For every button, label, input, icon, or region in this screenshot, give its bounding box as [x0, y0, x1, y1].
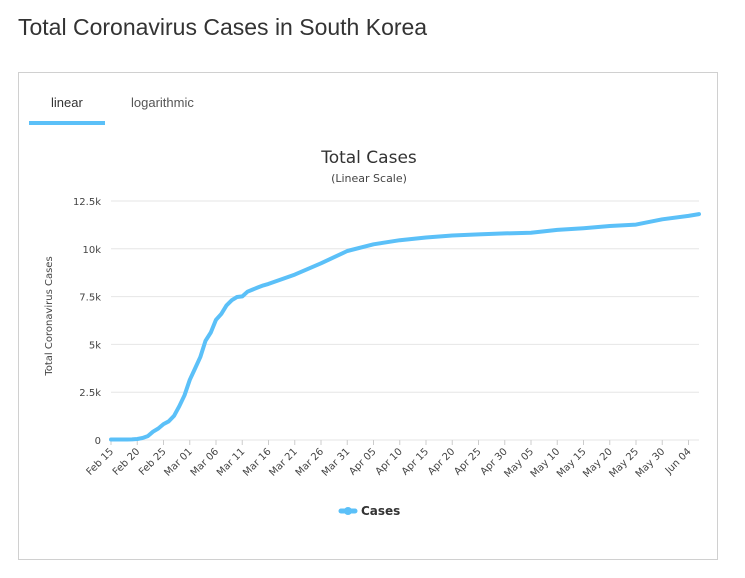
x-tick-label: Apr 25	[452, 446, 483, 477]
chart-svg: Total Cases (Linear Scale) Total Coronav…	[44, 148, 701, 518]
grid-layer	[111, 200, 699, 441]
x-tick-label: Mar 01	[162, 446, 194, 478]
y-tick-label: 12.5k	[73, 197, 101, 208]
x-tick-label: Feb 20	[111, 446, 143, 478]
x-tick-label: Apr 15	[400, 446, 431, 477]
x-tick-label: Apr 05	[347, 446, 378, 477]
x-tick-label: May 30	[634, 446, 668, 480]
x-tick-label: Mar 26	[294, 446, 326, 478]
x-tick-label: Jun 04	[663, 446, 694, 477]
x-tick-label: Feb 15	[85, 446, 117, 478]
x-tick-label: Mar 11	[215, 446, 247, 478]
chart-title: Total Cases	[320, 148, 417, 168]
series-layer	[109, 212, 701, 442]
series-line-cases	[109, 212, 701, 442]
y-tick-label: 0	[95, 436, 101, 447]
active-tab-indicator	[29, 121, 105, 125]
y-axis-label: Total Coronavirus Cases	[44, 256, 55, 376]
x-tick-label: Mar 31	[320, 446, 352, 478]
page-title: Total Coronavirus Cases in South Korea	[18, 14, 428, 40]
y-tick-label: 10k	[82, 245, 101, 256]
legend[interactable]: Cases	[338, 504, 400, 518]
y-tick-label: 5k	[89, 340, 101, 351]
x-tick-label: Apr 10	[374, 446, 405, 477]
x-tick-label: Mar 21	[267, 446, 299, 478]
tab-logarithmic[interactable]: logarithmic	[131, 95, 194, 110]
x-tick-label: Mar 06	[189, 446, 221, 478]
legend-swatch-marker	[344, 507, 352, 515]
x-tick-label: Apr 20	[426, 446, 457, 477]
chart-subtitle: (Linear Scale)	[331, 172, 407, 185]
y-tick-label: 7.5k	[79, 293, 101, 304]
x-tick-label: Mar 16	[241, 446, 273, 478]
legend-label-cases[interactable]: Cases	[361, 504, 400, 518]
tab-linear[interactable]: linear	[51, 95, 83, 110]
chart-panel: linear logarithmic Total Cases (Linear S…	[18, 72, 718, 560]
y-tick-label: 2.5k	[79, 388, 101, 399]
y-tick-layer: 0 2.5k 5k 7.5k 10k 12.5k	[73, 197, 101, 447]
